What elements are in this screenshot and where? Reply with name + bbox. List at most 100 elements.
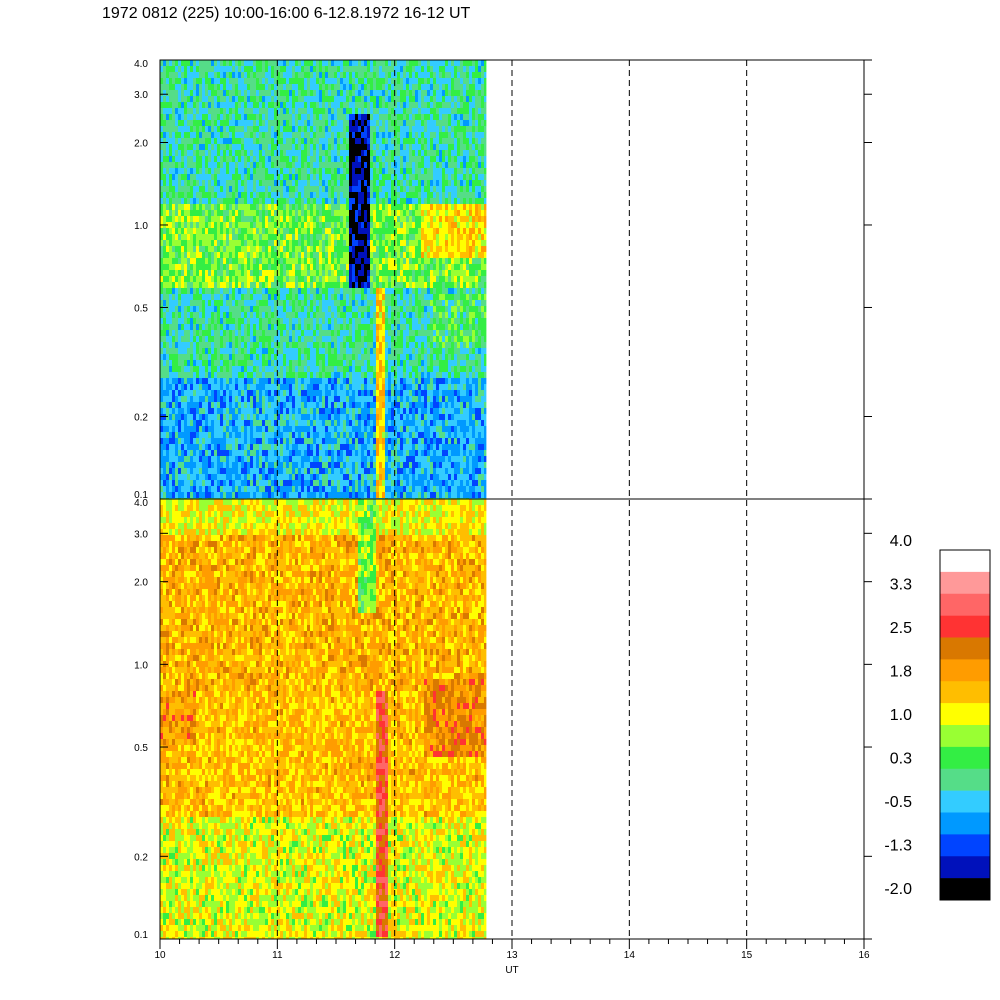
spectrogram-cell: [316, 258, 320, 265]
spectrogram-cell: [238, 366, 242, 373]
spectrogram-cell: [361, 270, 365, 277]
spectrogram-cell: [238, 396, 242, 403]
spectrogram-cell: [277, 486, 281, 493]
spectrogram-cell: [259, 288, 263, 295]
spectrogram-cell: [277, 432, 281, 439]
spectrogram-cell: [223, 84, 227, 91]
spectrogram-cell: [241, 168, 245, 175]
spectrogram-cell: [346, 84, 350, 91]
spectrogram-cell: [352, 108, 356, 115]
spectrogram-cell: [175, 168, 179, 175]
spectrogram-cell: [220, 372, 224, 379]
spectrogram-cell: [289, 120, 293, 127]
spectrogram-cell: [292, 84, 296, 91]
spectrogram-cell: [337, 414, 341, 421]
spectrogram-cell: [292, 336, 296, 343]
spectrogram-cell: [253, 360, 257, 367]
spectrogram-cell: [223, 102, 227, 109]
spectrogram-cell: [286, 78, 290, 85]
spectrogram-cell: [322, 402, 326, 409]
spectrogram-cell: [334, 486, 338, 493]
spectrogram-cell: [205, 162, 209, 169]
spectrogram-cell: [277, 342, 281, 349]
spectrogram-cell: [190, 330, 194, 337]
spectrogram-cell: [346, 258, 350, 265]
spectrogram-cell: [322, 258, 326, 265]
spectrogram-cell: [181, 210, 185, 217]
spectrogram-cell: [283, 246, 287, 253]
spectrogram-cell: [247, 462, 251, 469]
spectrogram-cell: [313, 174, 317, 181]
spectrogram-cell: [172, 348, 176, 355]
spectrogram-cell: [178, 402, 182, 409]
spectrogram-cell: [307, 144, 311, 151]
spectrogram-cell: [343, 372, 347, 379]
spectrogram-cell: [328, 186, 332, 193]
spectrogram-cell: [244, 258, 248, 265]
spectrogram-cell: [298, 420, 302, 427]
spectrogram-cell: [199, 66, 203, 73]
spectrogram-cell: [274, 324, 278, 331]
spectrogram-cell: [235, 138, 239, 145]
spectrogram-cell: [169, 348, 173, 355]
spectrogram-cell: [343, 402, 347, 409]
spectrogram-cell: [187, 252, 191, 259]
spectrogram-cell: [217, 462, 221, 469]
spectrogram-cell: [232, 198, 236, 205]
spectrogram-cell: [355, 396, 359, 403]
spectrogram-cell: [184, 90, 188, 97]
spectrogram-cell: [277, 378, 281, 385]
spectrogram-cell: [226, 270, 230, 277]
spectrogram-cell: [226, 432, 230, 439]
spectrogram-cell: [262, 372, 266, 379]
spectrogram-cell: [214, 492, 218, 499]
spectrogram-cell: [310, 432, 314, 439]
spectrogram-cell: [289, 264, 293, 271]
spectrogram-cell: [244, 246, 248, 253]
spectrogram-cell: [211, 270, 215, 277]
spectrogram-cell: [265, 162, 269, 169]
spectrogram-cell: [229, 192, 233, 199]
spectrogram-cell: [319, 414, 323, 421]
spectrogram-cell: [325, 174, 329, 181]
spectrogram-cell: [199, 354, 203, 361]
spectrogram-cell: [241, 114, 245, 121]
spectrogram-cell: [205, 366, 209, 373]
spectrogram-cell: [181, 474, 185, 481]
spectrogram-cell: [307, 420, 311, 427]
spectrogram-cell: [238, 162, 242, 169]
spectrogram-cell: [226, 414, 230, 421]
spectrogram-cell: [286, 246, 290, 253]
spectrogram-cell: [184, 138, 188, 145]
spectrogram-cell: [334, 252, 338, 259]
spectrogram-cell: [346, 240, 350, 247]
spectrogram-cell: [223, 336, 227, 343]
spectrogram-cell: [241, 66, 245, 73]
spectrogram-cell: [331, 144, 335, 151]
spectrogram-cell: [286, 306, 290, 313]
spectrogram-cell: [193, 300, 197, 307]
spectrogram-cell: [223, 444, 227, 451]
spectrogram-cell: [172, 120, 176, 127]
spectrogram-cell: [319, 420, 323, 427]
spectrogram-cell: [229, 468, 233, 475]
spectrogram-cell: [262, 408, 266, 415]
spectrogram-cell: [358, 444, 362, 451]
spectrogram-cell: [298, 60, 302, 67]
spectrogram-cell: [202, 294, 206, 301]
spectrogram-cell: [196, 366, 200, 373]
spectrogram-cell: [337, 294, 341, 301]
spectrogram-cell: [274, 270, 278, 277]
spectrogram-cell: [214, 456, 218, 463]
spectrogram-cell: [286, 66, 290, 73]
spectrogram-cell: [217, 198, 221, 205]
spectrogram-cell: [199, 210, 203, 217]
spectrogram-cell: [223, 252, 227, 259]
spectrogram-cell: [349, 318, 353, 325]
spectrogram-cell: [319, 150, 323, 157]
spectrogram-cell: [280, 390, 284, 397]
spectrogram-cell: [313, 192, 317, 199]
spectrogram-cell: [289, 408, 293, 415]
spectrogram-cell: [310, 366, 314, 373]
spectrogram-cell: [244, 366, 248, 373]
